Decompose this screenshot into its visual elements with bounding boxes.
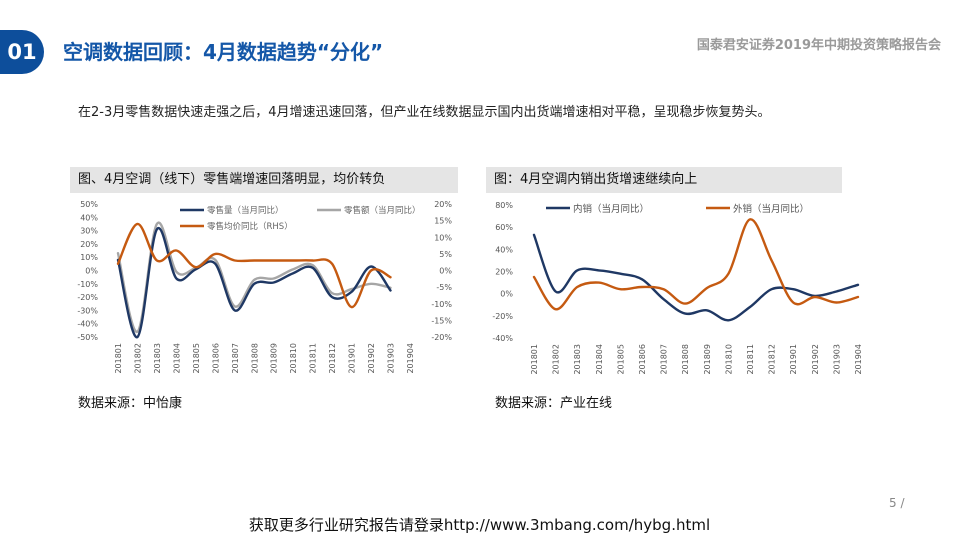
- legend-retail-volume-label: 零售量（当月同比）: [207, 205, 284, 216]
- x-tick-label: 201808: [250, 343, 259, 374]
- x-tick-label: 201806: [638, 344, 647, 375]
- retail-volume-line: [116, 226, 392, 339]
- right-chart-title: 图：4月空调内销出货增速继续向上: [486, 167, 842, 193]
- y-tick-label: 60%: [495, 223, 513, 232]
- legend-domestic-label: 内销（当月同比）: [573, 203, 649, 215]
- y-tick-label: -20%: [77, 293, 98, 302]
- x-tick-label: 201802: [133, 343, 142, 374]
- x-tick-label: 201811: [746, 344, 755, 375]
- intro-text: 在2-3月零售数据快速走强之后，4月增速迅速回落，但产业在线数据显示国内出货端增…: [78, 105, 771, 120]
- y-tick-label: 0%: [85, 267, 98, 276]
- x-tick-label: 201809: [270, 343, 279, 374]
- legend-avg-price-label: 零售均价同比（RHS）: [207, 221, 293, 232]
- y-tick-label: 40%: [495, 245, 513, 254]
- legend-retail-value-label: 零售额（当月同比）: [344, 205, 421, 216]
- left-chart-source: 数据来源：中怡康: [78, 396, 183, 411]
- avg-price-line: [116, 222, 392, 309]
- y2-tick-label: -15%: [431, 316, 452, 325]
- x-tick-label: 201806: [211, 343, 220, 374]
- retail-chart: 50% 40% 30% 20% 10% 0% -10% -20% -30% -40% -50% 20%…: [77, 200, 452, 374]
- y-tick-label: -30%: [77, 306, 98, 315]
- page-number: 5 /: [889, 496, 905, 510]
- y-tick-label: 80%: [495, 201, 513, 210]
- x-tick-label: 201809: [703, 344, 712, 375]
- x-tick-label: 201904: [406, 343, 415, 374]
- y-tick-label: -20%: [492, 312, 513, 321]
- x-tick-label: 201805: [616, 344, 625, 375]
- y-tick-label: -40%: [492, 334, 513, 343]
- x-tick-label: 201803: [573, 344, 582, 375]
- page-title: 空调数据回顾：4月数据趋势“分化”: [63, 40, 384, 64]
- x-tick-label: 201801: [530, 344, 539, 375]
- x-tick-label: 201802: [552, 344, 561, 375]
- y-tick-label: 20%: [80, 240, 98, 249]
- y-tick-label: -50%: [77, 333, 98, 342]
- x-tick-label: 201808: [681, 344, 690, 375]
- section-number-badge: 01: [0, 30, 44, 74]
- y-tick-label: 10%: [80, 253, 98, 262]
- y-tick-label: 40%: [80, 213, 98, 222]
- x-tick-label: 201810: [289, 343, 298, 374]
- y2-tick-label: -5%: [436, 283, 452, 292]
- y2-tick-label: 20%: [434, 200, 452, 209]
- shipment-chart: 80% 60% 40% 20% 0% -20% -40% 201801 201802 201803…: [492, 201, 863, 375]
- domestic-sales-line: [532, 233, 860, 322]
- x-tick-label: 201902: [367, 343, 376, 374]
- x-tick-label: 201810: [724, 344, 733, 375]
- x-tick-label: 201801: [114, 343, 123, 374]
- x-tick-label: 201803: [153, 343, 162, 374]
- legend-export-label: 外销（当月同比）: [733, 203, 809, 215]
- export-sales-line: [532, 218, 860, 311]
- x-tick-label: 201807: [660, 344, 669, 375]
- brand-text: 国泰君安证券2019年中期投资策略报告会: [696, 38, 941, 53]
- x-tick-label: 201805: [192, 343, 201, 374]
- y2-tick-label: 10%: [434, 233, 452, 242]
- y2-tick-label: 15%: [434, 217, 452, 226]
- y-tick-label: -40%: [77, 320, 98, 329]
- x-tick-label: 201812: [768, 344, 777, 375]
- right-chart-source: 数据来源：产业在线: [495, 396, 613, 411]
- x-tick-label: 201804: [172, 343, 181, 374]
- x-tick-label: 201811: [309, 343, 318, 374]
- y2-tick-label: 0%: [439, 267, 452, 276]
- footer-link-text: 获取更多行业研究报告请登录http://www.3mbang.com/hybg.…: [248, 516, 711, 534]
- x-tick-label: 201903: [387, 343, 396, 374]
- y-tick-label: 50%: [80, 200, 98, 209]
- x-tick-label: 201903: [832, 344, 841, 375]
- y-tick-label: -10%: [77, 280, 98, 289]
- x-tick-label: 201804: [595, 344, 604, 375]
- retail-value-line: [116, 221, 392, 333]
- y2-tick-label: 5%: [439, 250, 452, 259]
- x-tick-label: 201807: [231, 343, 240, 374]
- x-tick-label: 201904: [854, 344, 863, 375]
- y2-tick-label: -10%: [431, 300, 452, 309]
- y-tick-label: 30%: [80, 227, 98, 236]
- x-tick-label: 201812: [328, 343, 337, 374]
- x-tick-label: 201902: [811, 344, 820, 375]
- y2-tick-label: -20%: [431, 333, 452, 342]
- x-tick-label: 201901: [348, 343, 357, 374]
- y-tick-label: 20%: [495, 268, 513, 277]
- x-tick-label: 201901: [789, 344, 798, 375]
- y-tick-label: 0%: [500, 290, 513, 299]
- left-chart-title: 图、4月空调（线下）零售端增速回落明显，均价转负: [70, 167, 458, 193]
